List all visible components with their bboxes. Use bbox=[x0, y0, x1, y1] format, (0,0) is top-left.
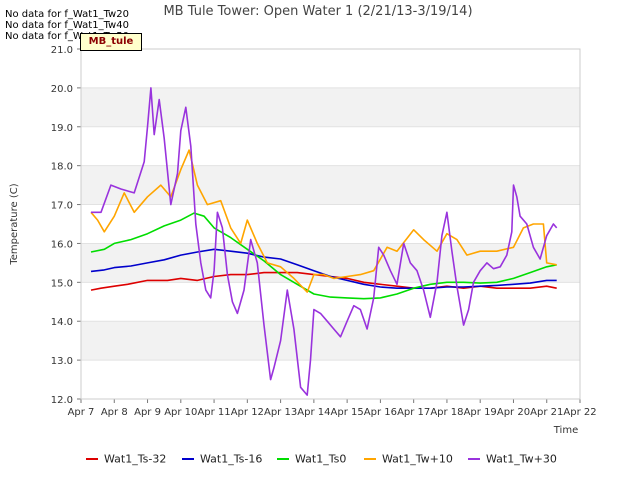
series-lines bbox=[90, 87, 558, 396]
x-tick-label: Apr 19 bbox=[464, 407, 497, 418]
y-tick-label: 16.0 bbox=[51, 239, 73, 250]
x-tick-label: Apr 11 bbox=[197, 407, 230, 418]
legend-swatch bbox=[364, 458, 376, 460]
legend-swatch bbox=[468, 458, 480, 460]
y-tick-label: 19.0 bbox=[51, 123, 73, 134]
legend-swatch bbox=[182, 458, 194, 460]
legend-label: Wat1_Ts-16 bbox=[200, 452, 263, 466]
x-tick-label: Apr 21 bbox=[530, 407, 563, 418]
y-tick-label: 17.0 bbox=[51, 201, 73, 212]
x-tick-label: Apr 17 bbox=[397, 407, 430, 418]
x-axis-label: Time bbox=[553, 425, 578, 436]
no-data-note: No data for f_Wat1_Tw50 bbox=[5, 31, 129, 42]
legend-item: Wat1_Tw+10 bbox=[364, 452, 453, 470]
plot-frame bbox=[80, 48, 581, 400]
legend-item: Wat1_Ts-16 bbox=[182, 452, 262, 470]
legend-label: Wat1_Tw+10 bbox=[382, 452, 453, 466]
y-tick-label: 15.0 bbox=[51, 278, 73, 289]
chart-title: MB Tule Tower: Open Water 1 (2/21/13-3/1… bbox=[163, 4, 472, 19]
y-tick-label: 18.0 bbox=[51, 162, 73, 173]
x-tick-label: Apr 13 bbox=[264, 407, 297, 418]
grid-bands bbox=[81, 49, 580, 400]
x-tick-label: Apr 22 bbox=[563, 407, 596, 418]
x-tick-label: Apr 10 bbox=[164, 407, 197, 418]
x-tick-label: Apr 7 bbox=[68, 407, 95, 418]
legend-item: Wat1_Ts-32 bbox=[86, 452, 166, 470]
x-tick-label: Apr 20 bbox=[497, 407, 530, 418]
x-tick-label: Apr 9 bbox=[134, 407, 161, 418]
legend-label: Wat1_Tw+30 bbox=[486, 452, 557, 466]
series-line-wat1-ts0 bbox=[90, 212, 557, 300]
grid-band bbox=[81, 165, 580, 205]
series-line-wat1-ts-16 bbox=[90, 248, 557, 290]
x-tick-label: Apr 8 bbox=[101, 407, 128, 418]
no-data-note: No data for f_Wat1_Tw20 bbox=[5, 9, 129, 20]
y-axis-label: Temperature (C) bbox=[9, 183, 20, 265]
grid-band bbox=[81, 204, 580, 244]
grid-band bbox=[81, 321, 580, 361]
legend-swatch bbox=[277, 458, 289, 460]
legend-label: Wat1_Ts0 bbox=[295, 452, 347, 466]
y-tick-label: 14.0 bbox=[51, 317, 73, 328]
x-tick-label: Apr 18 bbox=[430, 407, 463, 418]
x-tick-label: Apr 16 bbox=[364, 407, 397, 418]
y-tick-label: 13.0 bbox=[51, 356, 73, 367]
site-tag: MB_tule bbox=[80, 33, 142, 51]
legend-item: Wat1_Tw+30 bbox=[468, 452, 557, 470]
grid-band bbox=[81, 49, 580, 88]
y-tick-label: 12.0 bbox=[51, 395, 73, 406]
grid-band bbox=[81, 87, 580, 127]
axis-ticks: 12.0 13.0 14.0 15.0 16.0 17.0 18.0 19.0 20.0 21.0… bbox=[51, 45, 597, 418]
legend: Wat1_Ts-32 Wat1_Ts-16 Wat1_Ts0 Wat1_Tw+1… bbox=[0, 452, 640, 470]
grid-band bbox=[81, 126, 580, 166]
x-tick-label: Apr 12 bbox=[231, 407, 264, 418]
no-data-note: No data for f_Wat1_Tw40 bbox=[5, 20, 129, 31]
grid-band bbox=[81, 360, 580, 399]
series-line-wat1-tw-30 bbox=[91, 87, 558, 396]
y-tick-label: 20.0 bbox=[51, 84, 73, 95]
y-tick-label: 21.0 bbox=[51, 45, 73, 56]
legend-swatch bbox=[86, 458, 98, 460]
legend-label: Wat1_Ts-32 bbox=[104, 452, 167, 466]
legend-item: Wat1_Ts0 bbox=[277, 452, 346, 470]
x-tick-label: Apr 15 bbox=[331, 407, 364, 418]
x-tick-label: Apr 14 bbox=[297, 407, 330, 418]
series-line-wat1-tw-10 bbox=[90, 149, 557, 293]
